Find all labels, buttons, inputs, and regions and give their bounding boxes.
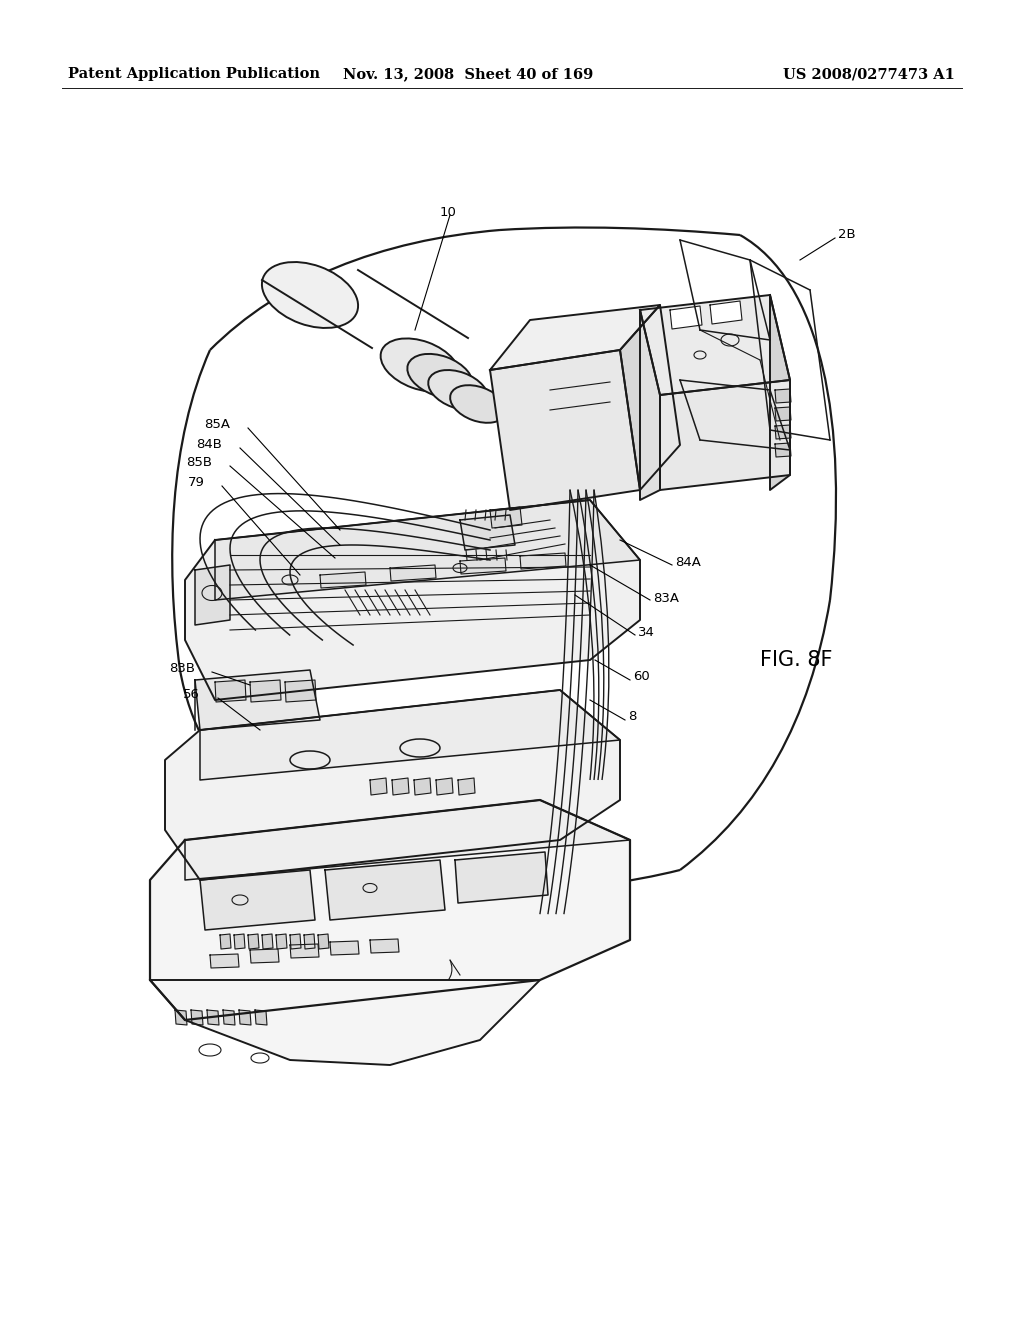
- Polygon shape: [392, 777, 409, 795]
- Polygon shape: [490, 305, 660, 370]
- Polygon shape: [165, 690, 620, 880]
- Polygon shape: [262, 935, 273, 949]
- Polygon shape: [520, 553, 566, 569]
- Polygon shape: [195, 565, 230, 624]
- Text: Patent Application Publication: Patent Application Publication: [68, 67, 319, 81]
- Text: 2B: 2B: [838, 228, 856, 242]
- Polygon shape: [175, 1010, 187, 1026]
- Text: 8: 8: [628, 710, 636, 723]
- Polygon shape: [223, 1010, 234, 1026]
- Polygon shape: [185, 800, 630, 880]
- Polygon shape: [436, 777, 453, 795]
- Polygon shape: [455, 851, 548, 903]
- Polygon shape: [660, 380, 790, 490]
- Polygon shape: [290, 935, 301, 949]
- Polygon shape: [290, 944, 319, 958]
- Polygon shape: [150, 979, 540, 1065]
- Polygon shape: [215, 680, 246, 702]
- Polygon shape: [215, 500, 640, 601]
- Polygon shape: [330, 941, 359, 954]
- Polygon shape: [370, 777, 387, 795]
- Text: 85B: 85B: [186, 457, 212, 470]
- Text: 84A: 84A: [675, 557, 700, 569]
- Polygon shape: [255, 1010, 267, 1026]
- Polygon shape: [390, 565, 436, 581]
- Ellipse shape: [428, 370, 487, 411]
- Polygon shape: [710, 301, 742, 323]
- Polygon shape: [195, 671, 319, 730]
- Polygon shape: [304, 935, 315, 949]
- Polygon shape: [239, 1010, 251, 1026]
- Polygon shape: [285, 680, 316, 702]
- Polygon shape: [325, 861, 445, 920]
- Polygon shape: [220, 935, 231, 949]
- Polygon shape: [670, 306, 702, 329]
- Polygon shape: [775, 407, 791, 421]
- Text: 60: 60: [633, 671, 650, 684]
- Polygon shape: [185, 500, 640, 700]
- Polygon shape: [490, 350, 640, 510]
- Text: FIG. 8F: FIG. 8F: [760, 649, 833, 671]
- Text: US 2008/0277473 A1: US 2008/0277473 A1: [783, 67, 955, 81]
- Polygon shape: [414, 777, 431, 795]
- Text: 34: 34: [638, 627, 655, 639]
- Text: 79: 79: [188, 477, 205, 490]
- Polygon shape: [640, 294, 790, 395]
- Polygon shape: [620, 305, 680, 490]
- Text: 83A: 83A: [653, 591, 679, 605]
- Ellipse shape: [408, 354, 473, 399]
- Polygon shape: [775, 389, 791, 403]
- Polygon shape: [319, 572, 366, 587]
- Polygon shape: [250, 680, 281, 702]
- Text: 84B: 84B: [197, 438, 222, 451]
- Polygon shape: [770, 294, 790, 490]
- Polygon shape: [775, 444, 791, 457]
- Polygon shape: [207, 1010, 219, 1026]
- Text: 85A: 85A: [204, 418, 230, 432]
- Polygon shape: [150, 800, 630, 1020]
- Text: Nov. 13, 2008  Sheet 40 of 169: Nov. 13, 2008 Sheet 40 of 169: [343, 67, 593, 81]
- Polygon shape: [490, 507, 522, 528]
- Polygon shape: [250, 949, 279, 964]
- Polygon shape: [210, 954, 239, 968]
- Polygon shape: [248, 935, 259, 949]
- Text: 56: 56: [183, 689, 200, 701]
- Ellipse shape: [262, 263, 358, 327]
- Polygon shape: [200, 690, 620, 780]
- Text: 10: 10: [439, 206, 457, 219]
- Polygon shape: [460, 515, 515, 550]
- Polygon shape: [276, 935, 287, 949]
- Polygon shape: [200, 870, 315, 931]
- Polygon shape: [775, 425, 791, 440]
- Ellipse shape: [381, 338, 460, 392]
- Text: 83B: 83B: [169, 663, 195, 676]
- Polygon shape: [460, 558, 506, 574]
- Polygon shape: [234, 935, 245, 949]
- Polygon shape: [370, 939, 399, 953]
- Ellipse shape: [451, 385, 506, 422]
- Polygon shape: [191, 1010, 203, 1026]
- Polygon shape: [318, 935, 329, 949]
- Polygon shape: [458, 777, 475, 795]
- Polygon shape: [640, 310, 660, 500]
